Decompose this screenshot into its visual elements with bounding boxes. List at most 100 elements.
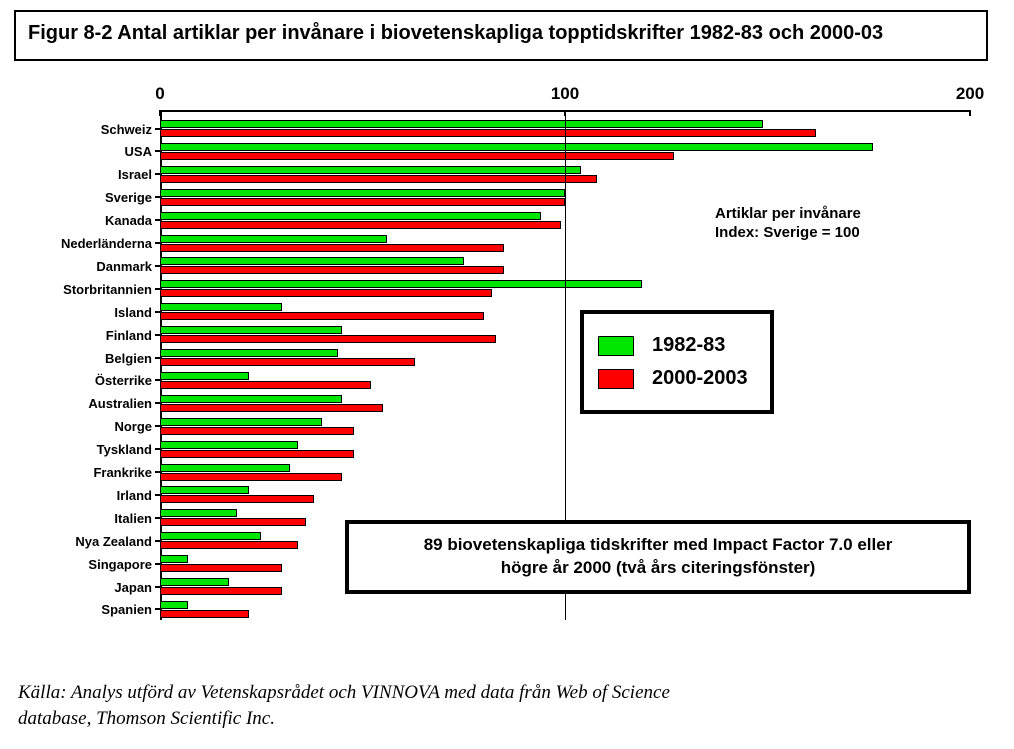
y-axis-tick bbox=[155, 357, 162, 359]
y-axis-tick bbox=[155, 265, 162, 267]
category-label: Island bbox=[12, 305, 152, 320]
bar-series1 bbox=[160, 441, 298, 449]
bar-series1 bbox=[160, 601, 188, 609]
y-axis-tick bbox=[155, 540, 162, 542]
category-label: Danmark bbox=[12, 259, 152, 274]
category-label: Japan bbox=[12, 580, 152, 595]
source-citation: Källa: Analys utförd av Vetenskapsrådet … bbox=[18, 680, 978, 731]
bar-series1 bbox=[160, 555, 188, 563]
bar-series1 bbox=[160, 257, 464, 265]
bar-series1 bbox=[160, 120, 763, 128]
category-label: Tyskland bbox=[12, 442, 152, 457]
y-axis-tick bbox=[155, 379, 162, 381]
y-axis-tick bbox=[155, 219, 162, 221]
bar-series1 bbox=[160, 509, 237, 517]
bar-series2 bbox=[160, 221, 561, 229]
y-axis-tick bbox=[155, 150, 162, 152]
x-axis-tick-label: 0 bbox=[155, 84, 164, 104]
y-axis-tick bbox=[155, 425, 162, 427]
chart-area: 0100200 Artiklar per invånare Index: Sve… bbox=[160, 100, 970, 632]
bar-series2 bbox=[160, 427, 354, 435]
category-label: Frankrike bbox=[12, 465, 152, 480]
y-axis-tick bbox=[155, 402, 162, 404]
y-axis-tick bbox=[155, 448, 162, 450]
bar-series2 bbox=[160, 473, 342, 481]
legend-swatch-series1 bbox=[598, 336, 634, 356]
note-text: 89 biovetenskapliga tidskrifter med Impa… bbox=[363, 534, 953, 580]
bar-series2 bbox=[160, 289, 492, 297]
legend-label-series2: 2000-2003 bbox=[652, 367, 748, 390]
bar-series1 bbox=[160, 372, 249, 380]
category-label: Belgien bbox=[12, 351, 152, 366]
annotation-line2: Index: Sverige = 100 bbox=[715, 224, 860, 241]
index-annotation: Artiklar per invånare Index: Sverige = 1… bbox=[715, 205, 861, 243]
bar-series2 bbox=[160, 587, 282, 595]
legend-box: 1982-83 2000-2003 bbox=[580, 310, 774, 414]
source-line1: Källa: Analys utförd av Vetenskapsrådet … bbox=[18, 682, 670, 703]
y-axis-tick bbox=[155, 196, 162, 198]
bar-series1 bbox=[160, 235, 387, 243]
category-label: Australien bbox=[12, 396, 152, 411]
note-line1: 89 biovetenskapliga tidskrifter med Impa… bbox=[424, 535, 893, 554]
y-axis-tick bbox=[155, 311, 162, 313]
bar-series2 bbox=[160, 335, 496, 343]
x-axis-tick bbox=[969, 110, 971, 116]
note-box: 89 biovetenskapliga tidskrifter med Impa… bbox=[345, 520, 971, 594]
note-line2: högre år 2000 (två års citeringsfönster) bbox=[501, 558, 816, 577]
bar-series2 bbox=[160, 152, 674, 160]
bar-series2 bbox=[160, 244, 504, 252]
bar-series2 bbox=[160, 312, 484, 320]
bar-series1 bbox=[160, 578, 229, 586]
category-label: Nya Zealand bbox=[12, 534, 152, 549]
legend-row-1: 1982-83 bbox=[598, 334, 748, 357]
category-label: Norge bbox=[12, 419, 152, 434]
bar-series1 bbox=[160, 143, 873, 151]
bar-series2 bbox=[160, 495, 314, 503]
y-axis-tick bbox=[155, 608, 162, 610]
y-axis-tick bbox=[155, 517, 162, 519]
annotation-line1: Artiklar per invånare bbox=[715, 205, 861, 222]
category-label: Schweiz bbox=[12, 122, 152, 137]
page-root: Figur 8-2 Antal artiklar per invånare i … bbox=[0, 0, 1014, 749]
bar-series1 bbox=[160, 326, 342, 334]
bar-series2 bbox=[160, 518, 306, 526]
legend-label-series1: 1982-83 bbox=[652, 334, 725, 357]
bar-series2 bbox=[160, 450, 354, 458]
bar-series1 bbox=[160, 532, 261, 540]
category-label: Sverige bbox=[12, 190, 152, 205]
x-axis-tick-label: 200 bbox=[956, 84, 984, 104]
bar-series2 bbox=[160, 129, 816, 137]
category-label: USA bbox=[12, 144, 152, 159]
legend-row-2: 2000-2003 bbox=[598, 367, 748, 390]
bar-series2 bbox=[160, 266, 504, 274]
category-label: Finland bbox=[12, 328, 152, 343]
y-axis-tick bbox=[155, 494, 162, 496]
legend-swatch-series2 bbox=[598, 369, 634, 389]
category-label: Israel bbox=[12, 167, 152, 182]
y-axis-tick bbox=[155, 586, 162, 588]
bar-series1 bbox=[160, 486, 249, 494]
bar-series2 bbox=[160, 610, 249, 618]
bar-series1 bbox=[160, 212, 541, 220]
bar-series2 bbox=[160, 404, 383, 412]
title-box: Figur 8-2 Antal artiklar per invånare i … bbox=[14, 10, 988, 61]
chart-title: Figur 8-2 Antal artiklar per invånare i … bbox=[28, 22, 974, 45]
bar-series2 bbox=[160, 175, 597, 183]
category-label: Kanada bbox=[12, 213, 152, 228]
bar-series1 bbox=[160, 418, 322, 426]
y-axis-tick bbox=[155, 563, 162, 565]
y-axis-tick bbox=[155, 128, 162, 130]
category-label: Spanien bbox=[12, 602, 152, 617]
source-line2: database, Thomson Scientific Inc. bbox=[18, 708, 275, 729]
y-axis-tick bbox=[155, 334, 162, 336]
bar-series1 bbox=[160, 166, 581, 174]
bar-series2 bbox=[160, 564, 282, 572]
bar-series1 bbox=[160, 189, 565, 197]
x-axis-tick-label: 100 bbox=[551, 84, 579, 104]
category-label: Nederländerna bbox=[12, 236, 152, 251]
bar-series2 bbox=[160, 198, 565, 206]
x-axis-tick bbox=[159, 110, 161, 116]
bar-series1 bbox=[160, 395, 342, 403]
bar-series2 bbox=[160, 381, 371, 389]
bar-series2 bbox=[160, 358, 415, 366]
